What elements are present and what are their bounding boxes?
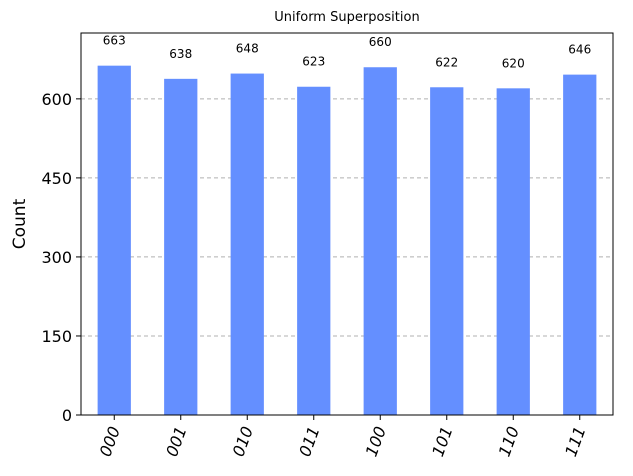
data-label-111: 646 bbox=[568, 43, 591, 57]
x-tick-label-110: 110 bbox=[495, 424, 523, 459]
y-axis-label: Count bbox=[10, 198, 30, 249]
bar-010 bbox=[230, 73, 264, 415]
y-tick-label: 450 bbox=[41, 169, 72, 188]
data-label-011: 623 bbox=[302, 55, 325, 69]
y-tick-label: 300 bbox=[41, 248, 72, 267]
data-labels: 663 638 648 623 660 622 620 646 bbox=[103, 34, 591, 71]
x-tick-label-101: 101 bbox=[428, 424, 456, 459]
bar-011 bbox=[297, 86, 331, 416]
bar-001 bbox=[164, 78, 198, 415]
y-tick-label: 600 bbox=[41, 90, 72, 109]
data-label-101: 622 bbox=[435, 55, 458, 69]
bar-101 bbox=[430, 87, 464, 415]
bars bbox=[97, 65, 597, 416]
y-tick-label: 150 bbox=[41, 327, 72, 346]
bar-100 bbox=[363, 67, 397, 415]
data-label-000: 663 bbox=[103, 34, 126, 48]
data-label-110: 620 bbox=[502, 56, 525, 70]
x-tick-label-001: 001 bbox=[162, 424, 190, 459]
data-label-100: 660 bbox=[369, 35, 392, 49]
plot-frame bbox=[80, 32, 614, 416]
bar-110 bbox=[496, 88, 530, 416]
data-label-010: 648 bbox=[236, 42, 259, 56]
plot-area-background bbox=[81, 33, 613, 415]
bar-111 bbox=[563, 74, 597, 416]
y-tick-label: 0 bbox=[62, 406, 72, 425]
x-tick-label-100: 100 bbox=[362, 424, 390, 459]
chart-title: Uniform Superposition bbox=[274, 10, 419, 25]
x-tick-label-010: 010 bbox=[229, 424, 257, 459]
bar-000 bbox=[97, 65, 131, 415]
x-tick-label-111: 111 bbox=[561, 424, 589, 459]
x-tick-label-011: 011 bbox=[295, 424, 323, 459]
x-tick-label-000: 000 bbox=[96, 424, 124, 459]
data-label-001: 638 bbox=[169, 47, 192, 61]
